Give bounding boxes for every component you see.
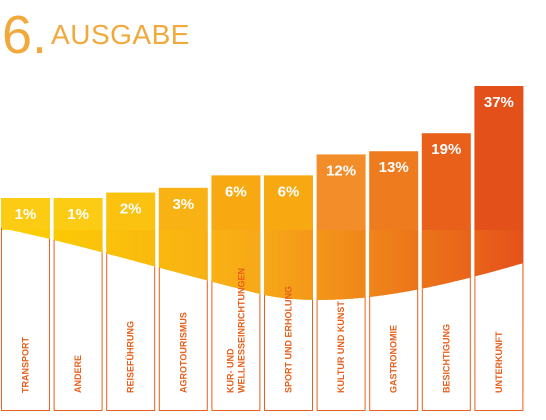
value-label: 19% (431, 141, 461, 158)
category-label-line: TRANSPORT (21, 336, 31, 393)
value-label: 2% (120, 201, 142, 218)
value-label: 12% (326, 162, 356, 179)
bar-outline (106, 253, 156, 411)
heading-number: 6. (2, 5, 48, 65)
category-label-line: SPORT UND ERHOLUNG (284, 286, 294, 393)
value-label: 3% (172, 196, 194, 213)
category-label-line: AGROTOURISMUS (178, 312, 188, 393)
category-label-line: KULTUR UND KUNST (336, 301, 346, 393)
category-label: REISEFÜHRUNG (126, 321, 136, 393)
category-label: UNTERKUNFT (494, 331, 504, 393)
bar-outline (1, 228, 50, 411)
bar-outline (474, 263, 524, 411)
chart-heading: 6. AUSGABE (2, 6, 190, 64)
category-label: TRANSPORT (21, 336, 31, 393)
curve-band (1, 228, 524, 300)
bar-outline (369, 289, 419, 411)
category-label: GASTRONOMIE (389, 325, 399, 393)
category-label-line: WELLNESSEINRICHTUNGEN (236, 268, 246, 393)
curve-baseline-area (1, 228, 524, 411)
bar-outline (211, 281, 261, 411)
category-label-line: KUR- UND (225, 348, 235, 393)
value-label: 1% (15, 206, 37, 223)
category-label-line: BESICHTIGUNG (441, 324, 451, 393)
category-label-line: ANDERE (73, 355, 83, 393)
category-label-line: UNTERKUNFT (494, 331, 504, 393)
value-label: 13% (379, 159, 409, 176)
value-label: 1% (67, 206, 89, 223)
category-label: BESICHTIGUNG (441, 324, 451, 393)
bar-outline (421, 277, 471, 411)
bar-outline (264, 294, 313, 411)
category-label: AGROTOURISMUS (178, 312, 188, 393)
category-label: KULTUR UND KUNST (336, 301, 346, 393)
category-label: KUR- UND WELLNESSEINRICHTUNGEN (225, 268, 246, 393)
heading-title: AUSGABE (51, 19, 190, 50)
category-label: SPORT UND ERHOLUNG (284, 286, 294, 393)
category-label: ANDERE (73, 355, 83, 393)
curve-segment (369, 228, 419, 300)
value-label: 6% (225, 183, 247, 200)
value-label: 6% (278, 183, 300, 200)
bar-outline (316, 297, 366, 411)
bar-outline (158, 267, 208, 411)
category-label-line: REISEFÜHRUNG (126, 321, 136, 393)
value-label: 37% (484, 94, 514, 111)
curve-segment (106, 228, 156, 300)
category-label-line: GASTRONOMIE (389, 325, 399, 393)
bar-outline (53, 239, 103, 411)
